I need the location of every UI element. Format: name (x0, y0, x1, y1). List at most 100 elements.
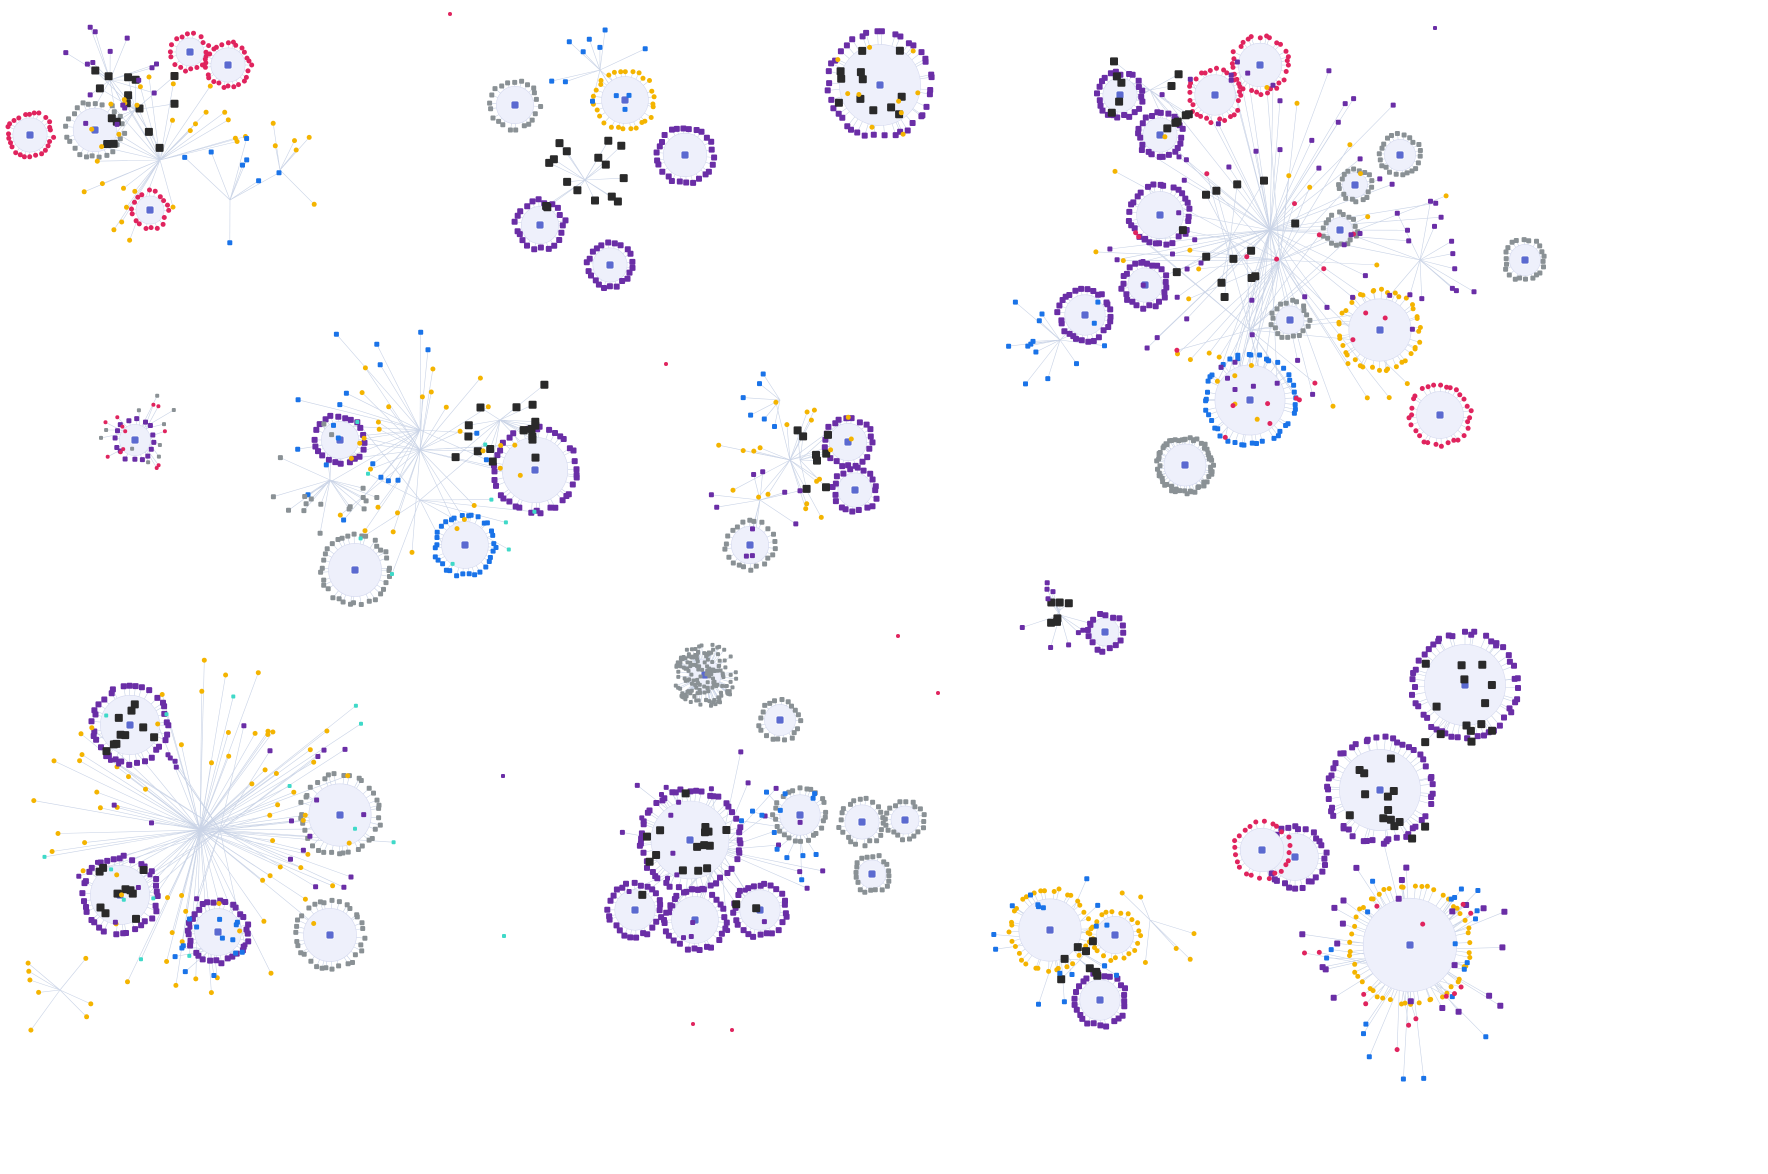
cyan-node[interactable] (187, 953, 192, 958)
yellow-node[interactable] (249, 781, 255, 787)
purple-node[interactable] (869, 476, 876, 483)
hub-node[interactable] (867, 869, 877, 879)
hub-node[interactable] (185, 47, 195, 57)
gray-node[interactable] (685, 678, 690, 683)
yellow-node[interactable] (270, 120, 276, 126)
blue-node[interactable] (1248, 352, 1254, 358)
gray-node[interactable] (111, 109, 117, 115)
yellow-node[interactable] (1214, 378, 1220, 384)
cyan-node[interactable] (42, 854, 47, 859)
purple-node[interactable] (1163, 241, 1170, 248)
yellow-node[interactable] (1410, 302, 1415, 308)
red-node[interactable] (1248, 34, 1254, 40)
purple-node[interactable] (1345, 826, 1352, 833)
blue-node[interactable] (395, 477, 401, 483)
purple-node[interactable] (63, 50, 69, 56)
gray-node[interactable] (1182, 436, 1188, 442)
hub-node[interactable] (850, 485, 860, 495)
purple-node[interactable] (1146, 302, 1153, 309)
gray-node[interactable] (820, 796, 826, 802)
gray-node[interactable] (848, 839, 854, 845)
gray-node[interactable] (531, 85, 537, 91)
blue-node[interactable] (1209, 418, 1215, 423)
gray-node[interactable] (716, 652, 720, 657)
purple-node[interactable] (738, 749, 744, 755)
cyan-node[interactable] (390, 572, 394, 576)
purple-node[interactable] (820, 868, 826, 874)
purple-node[interactable] (760, 469, 766, 475)
purple-node[interactable] (152, 902, 159, 909)
red-node[interactable] (1258, 92, 1264, 98)
purple-node[interactable] (1135, 125, 1142, 132)
book-node[interactable] (1202, 252, 1211, 261)
red-node[interactable] (213, 44, 219, 50)
red-node[interactable] (1461, 433, 1467, 439)
gray-node[interactable] (529, 117, 535, 123)
gray-node[interactable] (696, 667, 701, 672)
purple-node[interactable] (730, 909, 737, 916)
gray-node[interactable] (702, 690, 707, 695)
purple-node[interactable] (213, 957, 220, 964)
purple-node[interactable] (1192, 237, 1198, 243)
gray-node[interactable] (308, 958, 314, 964)
purple-node[interactable] (1102, 612, 1109, 619)
purple-node[interactable] (132, 683, 139, 690)
book-node[interactable] (1112, 72, 1121, 81)
purple-node[interactable] (619, 278, 626, 284)
red-node[interactable] (105, 454, 110, 459)
yellow-node[interactable] (255, 670, 261, 676)
gray-node[interactable] (308, 496, 314, 502)
yellow-node[interactable] (267, 873, 273, 879)
purple-node[interactable] (1340, 823, 1347, 829)
purple-node[interactable] (1090, 288, 1097, 294)
gray-node[interactable] (325, 772, 331, 778)
gray-node[interactable] (689, 647, 694, 652)
purple-node[interactable] (797, 488, 803, 494)
purple-node[interactable] (693, 127, 700, 133)
red-node[interactable] (6, 135, 12, 141)
purple-node[interactable] (1119, 622, 1126, 629)
gray-node[interactable] (319, 565, 325, 571)
hub-node[interactable] (1080, 310, 1090, 320)
gray-node[interactable] (747, 517, 753, 523)
book-node[interactable] (512, 403, 521, 412)
gray-node[interactable] (1400, 172, 1406, 178)
purple-node[interactable] (113, 931, 120, 938)
red-node[interactable] (154, 225, 160, 231)
gray-node[interactable] (341, 773, 347, 778)
purple-node[interactable] (723, 919, 730, 926)
red-node[interactable] (152, 188, 158, 194)
cyan-node[interactable] (532, 509, 537, 514)
purple-node[interactable] (1357, 156, 1363, 162)
purple-node[interactable] (627, 250, 634, 257)
red-node[interactable] (1257, 35, 1263, 41)
book-node[interactable] (1055, 598, 1064, 607)
purple-node[interactable] (558, 229, 565, 236)
gray-node[interactable] (302, 494, 308, 499)
gray-node[interactable] (674, 663, 679, 668)
purple-node[interactable] (307, 833, 313, 839)
purple-node[interactable] (91, 728, 98, 735)
yellow-node[interactable] (1383, 368, 1389, 374)
red-node[interactable] (115, 415, 120, 420)
purple-node[interactable] (241, 723, 247, 729)
book-node[interactable] (139, 866, 148, 874)
blue-node[interactable] (438, 523, 444, 529)
purple-node[interactable] (1100, 327, 1107, 334)
book-node[interactable] (678, 866, 687, 875)
blue-node[interactable] (1203, 396, 1209, 402)
yellow-node[interactable] (89, 126, 95, 132)
yellow-node[interactable] (650, 104, 656, 110)
yellow-node[interactable] (348, 455, 354, 461)
gray-node[interactable] (361, 506, 367, 512)
gray-node[interactable] (698, 674, 703, 679)
gray-node[interactable] (705, 680, 710, 685)
gray-node[interactable] (862, 889, 868, 895)
cyan-node[interactable] (391, 840, 396, 845)
purple-node[interactable] (821, 444, 828, 451)
red-node[interactable] (1274, 256, 1280, 262)
blue-node[interactable] (1275, 433, 1281, 439)
purple-node[interactable] (115, 428, 120, 434)
gray-node[interactable] (1320, 225, 1326, 231)
gray-node[interactable] (886, 878, 892, 884)
